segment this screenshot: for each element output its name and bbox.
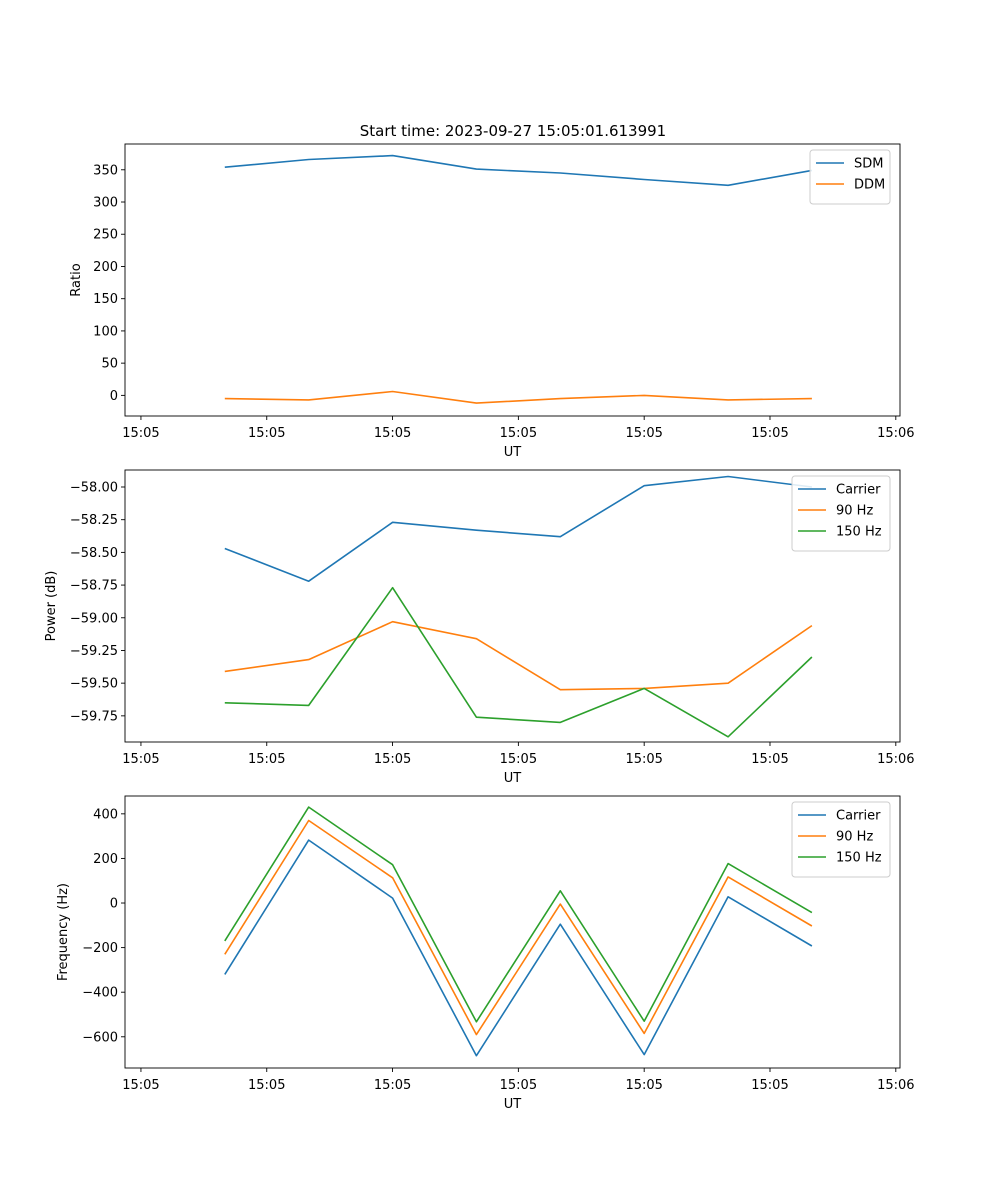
x-tick-label: 15:05 xyxy=(625,752,662,767)
series-line-150-hz xyxy=(224,806,813,1023)
series-line-sdm xyxy=(224,154,813,187)
y-tick-label: −58.50 xyxy=(70,546,118,561)
x-tick-label: 15:05 xyxy=(374,752,411,767)
legend-box xyxy=(791,475,891,552)
y-tick-label: 150 xyxy=(93,292,118,307)
y-tick-label: −600 xyxy=(82,1030,118,1045)
y-tick-label: 200 xyxy=(93,260,118,275)
axes-frame xyxy=(124,469,901,743)
y-tick-label: −59.25 xyxy=(70,644,118,659)
series-line-carrier xyxy=(224,475,812,583)
y-tick-label: −59.50 xyxy=(70,677,118,692)
legend-label: Carrier xyxy=(836,809,881,824)
x-tick-label: 15:06 xyxy=(877,752,914,767)
figure-title: Start time: 2023-09-27 15:05:01.613991 xyxy=(360,122,666,140)
legend: SDM DDM xyxy=(809,149,891,205)
x-tick-label: 15:05 xyxy=(374,1078,411,1093)
y-tick-label: −400 xyxy=(82,986,118,1001)
series-lines xyxy=(224,475,813,738)
legend-box xyxy=(791,801,891,878)
y-tick-label: 300 xyxy=(93,196,118,211)
legend-label: DDM xyxy=(854,178,885,193)
series-line-carrier xyxy=(224,839,813,1057)
x-tick-label: 15:05 xyxy=(248,426,285,441)
x-tick-label: 15:05 xyxy=(374,426,411,441)
subplot-1: 15:05 15:05 15:05 15:05 15:05 15:05 15:06 UT 0 50… xyxy=(69,143,915,460)
x-tick-label: 15:05 xyxy=(248,1078,285,1093)
x-tick-label: 15:05 xyxy=(625,1078,662,1093)
axes-frame xyxy=(124,795,901,1069)
y-tick-label: −59.75 xyxy=(70,709,118,724)
x-axis-label: UT xyxy=(504,1097,522,1112)
y-tick-label: −200 xyxy=(82,941,118,956)
legend: Carrier 90 Hz 150 Hz xyxy=(791,475,891,552)
x-tick-label: 15:05 xyxy=(751,752,788,767)
subplots-container: 15:05 15:05 15:05 15:05 15:05 15:05 15:06 UT 0 50… xyxy=(44,143,915,1112)
x-tick-label: 15:05 xyxy=(625,426,662,441)
y-axis-label: Ratio xyxy=(69,263,84,296)
y-tick-label: 0 xyxy=(110,389,118,404)
x-tick-label: 15:05 xyxy=(122,426,159,441)
series-line-90-hz xyxy=(224,819,813,1036)
y-tick-label: 50 xyxy=(101,357,118,372)
x-tick-label: 15:05 xyxy=(500,426,537,441)
x-tick-label: 15:05 xyxy=(500,1078,537,1093)
y-tick-label: 100 xyxy=(93,324,118,339)
series-line-150-hz xyxy=(224,586,813,738)
legend-label: 90 Hz xyxy=(836,830,873,845)
series-line-90-hz xyxy=(224,620,813,691)
series-lines xyxy=(224,806,813,1057)
x-tick-label: 15:06 xyxy=(877,1078,914,1093)
x-tick-label: 15:05 xyxy=(248,752,285,767)
legend-label: SDM xyxy=(854,157,883,172)
series-line-ddm xyxy=(224,390,812,404)
x-axis-label: UT xyxy=(504,771,522,786)
y-tick-label: 250 xyxy=(93,228,118,243)
y-tick-label: 0 xyxy=(110,897,118,912)
x-tick-label: 15:05 xyxy=(122,752,159,767)
y-tick-label: −58.00 xyxy=(70,481,118,496)
y-tick-label: −58.25 xyxy=(70,513,118,528)
subplot-2: 15:05 15:05 15:05 15:05 15:05 15:05 15:06 UT −59… xyxy=(44,469,915,786)
y-tick-label: −58.75 xyxy=(70,579,118,594)
legend-label: 150 Hz xyxy=(836,851,882,866)
legend-label: 150 Hz xyxy=(836,525,882,540)
y-axis-label: Power (dB) xyxy=(44,571,59,642)
legend-label: Carrier xyxy=(836,483,881,498)
axes-frame xyxy=(124,143,901,417)
x-tick-label: 15:05 xyxy=(751,1078,788,1093)
series-lines xyxy=(224,154,813,404)
x-tick-label: 15:05 xyxy=(122,1078,159,1093)
y-tick-label: 200 xyxy=(93,852,118,867)
subplot-3: 15:05 15:05 15:05 15:05 15:05 15:05 15:06 UT −60… xyxy=(56,795,915,1112)
x-tick-label: 15:06 xyxy=(877,426,914,441)
y-tick-label: 350 xyxy=(93,163,118,178)
y-tick-label: 400 xyxy=(93,807,118,822)
y-axis-label: Frequency (Hz) xyxy=(56,883,71,981)
x-tick-label: 15:05 xyxy=(751,426,788,441)
x-tick-label: 15:05 xyxy=(500,752,537,767)
legend: Carrier 90 Hz 150 Hz xyxy=(791,801,891,878)
y-tick-label: −59.00 xyxy=(70,611,118,626)
legend-label: 90 Hz xyxy=(836,504,873,519)
x-axis-label: UT xyxy=(504,445,522,460)
